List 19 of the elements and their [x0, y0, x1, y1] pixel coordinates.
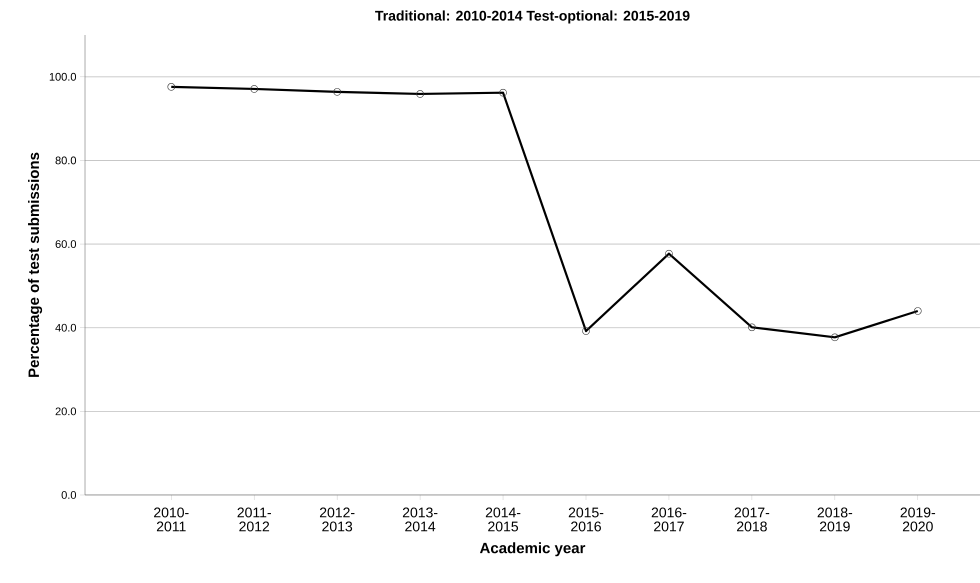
x-tick-label: 2011-2012 [238, 508, 271, 532]
x-tick-label: 2015-2016 [568, 508, 604, 532]
x-tick-label: 2014-2015 [486, 508, 520, 532]
y-tick-label: 40.0 [55, 324, 76, 332]
x-tick-label: 2016-2017 [652, 508, 686, 532]
x-tick-label: 2010-2011 [154, 508, 189, 532]
y-tick-label: 60.0 [56, 240, 76, 248]
x-tick-label: 2018-2019 [818, 508, 852, 532]
x-tick-label: 2017-2018 [734, 508, 770, 532]
x-tick-label: 2012-2013 [320, 508, 354, 532]
y-axis-title: Percentage of test submissions [28, 152, 42, 377]
x-tick-label: 2013-2014 [402, 508, 438, 532]
y-tick-label: 100.0 [50, 72, 76, 81]
x-axis-title: Academic year [480, 542, 586, 556]
chart-title: Traditional: 2010-2014 Test-optional: 2015-2019 [375, 10, 690, 24]
x-tick-label: 2019-2020 [900, 508, 936, 532]
y-tick-label: 0.0 [62, 491, 76, 499]
y-tick-label: 80.0 [56, 156, 76, 164]
y-tick-label: 20.0 [56, 407, 76, 416]
